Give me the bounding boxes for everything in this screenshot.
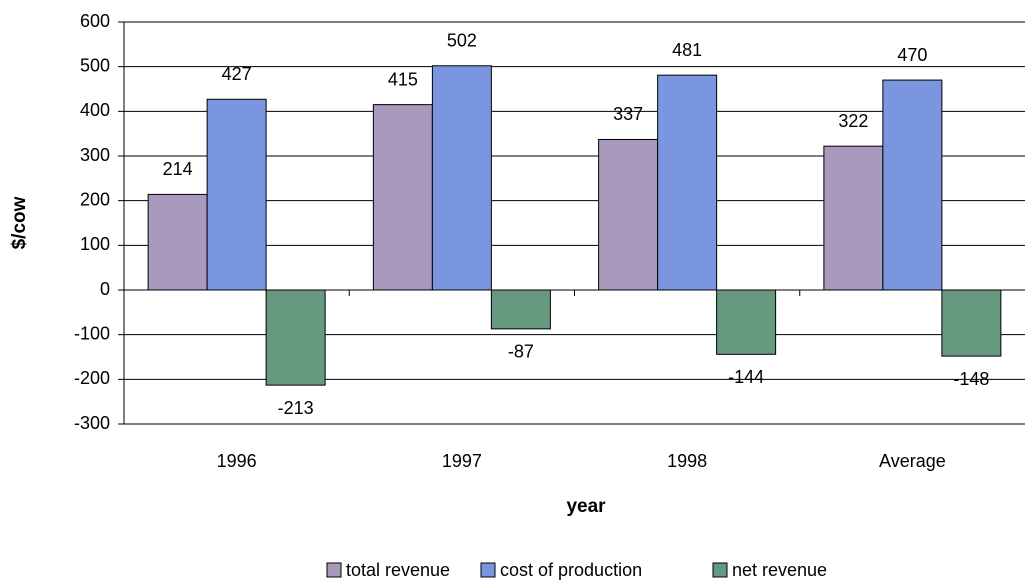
y-tick-label: 0: [100, 279, 110, 299]
bar: [657, 74, 718, 291]
data-label: -87: [508, 342, 534, 362]
bar: [882, 79, 943, 291]
legend-label: total revenue: [346, 560, 450, 580]
bar: [206, 98, 267, 291]
y-tick-label: -100: [74, 323, 110, 343]
y-tick-label: 500: [80, 55, 110, 75]
bar: [431, 65, 492, 291]
y-tick-label: 300: [80, 145, 110, 165]
data-label: -144: [728, 367, 764, 387]
x-tick-label: 1996: [217, 451, 257, 471]
data-label: 502: [447, 31, 477, 51]
data-label: -213: [278, 398, 314, 418]
x-tick-label: 1997: [442, 451, 482, 471]
data-label: -148: [953, 369, 989, 389]
legend-swatch: [480, 562, 496, 578]
y-tick-label: 200: [80, 189, 110, 209]
y-axis-title: $/cow: [9, 196, 30, 249]
bar: [490, 289, 551, 330]
y-tick-label: 100: [80, 234, 110, 254]
bar: [941, 289, 1002, 357]
bar: [716, 289, 777, 355]
legend-label: cost of production: [500, 560, 642, 580]
y-tick-label: 400: [80, 100, 110, 120]
data-label: 415: [388, 69, 418, 89]
bar: [598, 138, 659, 291]
data-label: 214: [163, 159, 193, 179]
legend-swatch: [712, 562, 728, 578]
bar: [147, 193, 208, 291]
bar: [265, 289, 326, 386]
bar: [372, 104, 433, 291]
y-tick-label: -300: [74, 413, 110, 433]
legend-label: net revenue: [732, 560, 827, 580]
x-axis-title: year: [566, 496, 606, 517]
data-label: 337: [613, 104, 643, 124]
y-tick-label: -200: [74, 368, 110, 388]
y-tick-label: 600: [80, 11, 110, 31]
bar: [823, 145, 884, 291]
data-label: 427: [222, 64, 252, 84]
x-tick-label: 1998: [667, 451, 707, 471]
legend-swatch: [326, 562, 342, 578]
data-label: 470: [897, 45, 927, 65]
data-label: 481: [672, 40, 702, 60]
x-tick-label: Average: [879, 451, 946, 471]
data-label: 322: [838, 111, 868, 131]
